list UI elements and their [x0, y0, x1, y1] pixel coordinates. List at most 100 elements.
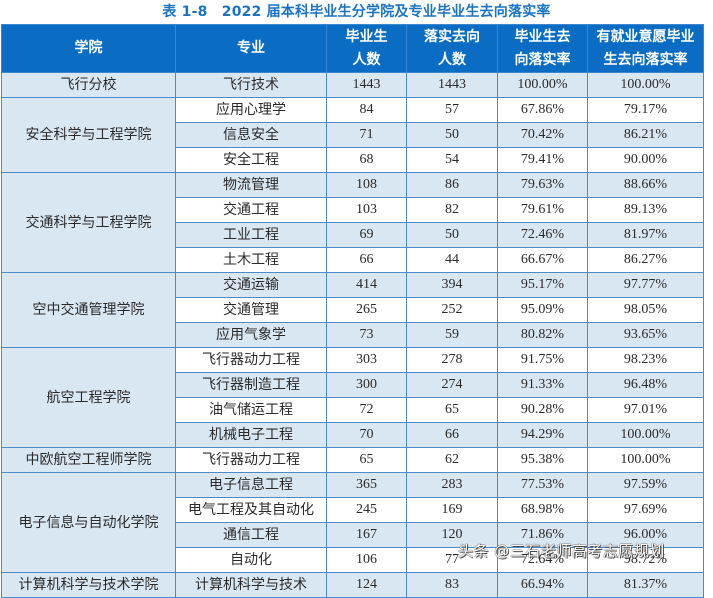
- graduates-cell: 414: [326, 272, 407, 298]
- graduates-cell: 66: [326, 247, 407, 273]
- header-graduates-line1: 毕业生: [345, 28, 388, 45]
- table-row: 交通管理 265 252 95.09% 98.05%: [2, 297, 704, 323]
- major-cell: 通信工程: [175, 522, 327, 548]
- placed-cell: 50: [406, 222, 498, 248]
- college-cell: 航空工程学院: [1, 347, 176, 448]
- college-cell: 中欧航空工程师学院: [1, 447, 176, 473]
- placed-cell: 54: [406, 147, 498, 173]
- table-row: 工业工程 69 50 72.46% 81.97%: [2, 222, 704, 248]
- header-college: 学院: [1, 24, 176, 73]
- graduates-cell: 65: [326, 447, 407, 473]
- major-cell: 交通运输: [175, 272, 327, 298]
- college-cell: 计算机科学与技术学院: [1, 572, 176, 598]
- placement-rate-table: 学院 专业 毕业生 人数 落实去向 人数 毕业生去 向落实率 有就业意愿毕业 生…: [1, 24, 704, 598]
- college-cell: 交通科学与工程学院: [1, 172, 176, 273]
- header-rate-line2: 向落实率: [514, 51, 571, 68]
- rate-cell: 67.86%: [497, 97, 588, 123]
- willing-rate-cell: 98.23%: [587, 347, 704, 373]
- willing-rate-cell: 90.00%: [587, 147, 704, 173]
- header-willing-rate-line2: 生去向落实率: [603, 51, 688, 68]
- graduates-cell: 300: [326, 372, 407, 398]
- graduates-cell: 84: [326, 97, 407, 123]
- graduates-cell: 124: [326, 572, 407, 598]
- willing-rate-cell: 100.00%: [587, 422, 704, 448]
- major-cell: 信息安全: [175, 122, 327, 148]
- major-cell: 物流管理: [175, 172, 327, 198]
- table-row: 机械电子工程 70 66 94.29% 100.00%: [2, 422, 704, 448]
- major-cell: 飞行器动力工程: [175, 347, 327, 373]
- table-header-row: 学院 专业 毕业生 人数 落实去向 人数 毕业生去 向落实率 有就业意愿毕业 生…: [1, 24, 704, 73]
- willing-rate-cell: 93.65%: [587, 322, 704, 348]
- graduates-cell: 73: [326, 322, 407, 348]
- watermark: 头条 @三石老师高考志愿规划: [458, 542, 665, 560]
- placed-cell: 50: [406, 122, 498, 148]
- rate-cell: 66.67%: [497, 247, 588, 273]
- graduates-cell: 265: [326, 297, 407, 323]
- willing-rate-cell: 97.01%: [587, 397, 704, 423]
- graduates-cell: 245: [326, 497, 407, 523]
- table-row: 中欧航空工程师学院 飞行器动力工程 65 62 95.38% 100.00%: [1, 447, 704, 473]
- major-cell: 自动化: [175, 547, 327, 573]
- table-row: 安全工程 68 54 79.41% 90.00%: [2, 147, 704, 173]
- placed-cell: 59: [406, 322, 498, 348]
- rate-cell: 72.46%: [497, 222, 588, 248]
- placed-cell: 120: [406, 522, 498, 548]
- rate-cell: 79.61%: [497, 197, 588, 223]
- major-cell: 安全工程: [175, 147, 327, 173]
- major-cell: 机械电子工程: [175, 422, 327, 448]
- rate-cell: 90.28%: [497, 397, 588, 423]
- willing-rate-cell: 100.00%: [587, 447, 704, 473]
- graduates-cell: 1443: [326, 72, 407, 98]
- graduates-cell: 303: [326, 347, 407, 373]
- major-cell: 应用心理学: [175, 97, 327, 123]
- table-row: 信息安全 71 50 70.42% 86.21%: [2, 122, 704, 148]
- willing-rate-cell: 97.77%: [587, 272, 704, 298]
- major-cell: 油气储运工程: [175, 397, 327, 423]
- willing-rate-cell: 96.48%: [587, 372, 704, 398]
- willing-rate-cell: 98.72%: [587, 547, 704, 573]
- willing-rate-cell: 79.17%: [587, 97, 704, 123]
- college-cell: 安全科学与工程学院: [1, 97, 176, 173]
- graduates-cell: 167: [326, 522, 407, 548]
- header-placed-line2: 人数: [438, 51, 466, 68]
- placed-cell: 278: [406, 347, 498, 373]
- table-row: 自动化 106 77 72.64% 98.72%: [2, 547, 704, 573]
- willing-rate-cell: 97.69%: [587, 497, 704, 523]
- rate-cell: 95.17%: [497, 272, 588, 298]
- major-cell: 土木工程: [175, 247, 327, 273]
- rate-cell: 95.38%: [497, 447, 588, 473]
- major-cell: 飞行器动力工程: [175, 447, 327, 473]
- willing-rate-cell: 100.00%: [587, 72, 704, 98]
- table-row: 电子信息与自动化学院 电子信息工程 365 283 77.53% 97.59%: [1, 472, 704, 573]
- placed-cell: 86: [406, 172, 498, 198]
- graduates-cell: 106: [326, 547, 407, 573]
- willing-rate-cell: 86.21%: [587, 122, 704, 148]
- placed-cell: 66: [406, 422, 498, 448]
- placed-cell: 62: [406, 447, 498, 473]
- major-cell: 计算机科学与技术: [175, 572, 327, 598]
- willing-rate-cell: 86.27%: [587, 247, 704, 273]
- table-row: 航空工程学院 飞行器动力工程 303 278 91.75% 98.23%: [1, 347, 704, 448]
- table-row: 应用气象学 73 59 80.82% 93.65%: [2, 322, 704, 348]
- placed-cell: 83: [406, 572, 498, 598]
- placed-cell: 169: [406, 497, 498, 523]
- header-rate-line1: 毕业生去: [514, 28, 571, 45]
- graduates-cell: 69: [326, 222, 407, 248]
- major-cell: 电气工程及其自动化: [175, 497, 327, 523]
- major-cell: 电子信息工程: [175, 472, 327, 498]
- willing-rate-cell: 97.59%: [587, 472, 704, 498]
- table-row: 计算机科学与技术学院 计算机科学与技术 124 83 66.94% 81.37%: [1, 572, 704, 598]
- rate-cell: 68.98%: [497, 497, 588, 523]
- major-cell: 工业工程: [175, 222, 327, 248]
- rate-cell: 94.29%: [497, 422, 588, 448]
- willing-rate-cell: 98.05%: [587, 297, 704, 323]
- major-cell: 应用气象学: [175, 322, 327, 348]
- graduates-cell: 70: [326, 422, 407, 448]
- rate-cell: 100.00%: [497, 72, 588, 98]
- graduates-cell: 108: [326, 172, 407, 198]
- graduates-cell: 103: [326, 197, 407, 223]
- major-cell: 飞行器制造工程: [175, 372, 327, 398]
- table-row: 空中交通管理学院 交通运输 414 394 95.17% 97.77%: [1, 272, 704, 348]
- table-row: 电气工程及其自动化 245 169 68.98% 97.69%: [2, 497, 704, 523]
- rate-cell: 77.53%: [497, 472, 588, 498]
